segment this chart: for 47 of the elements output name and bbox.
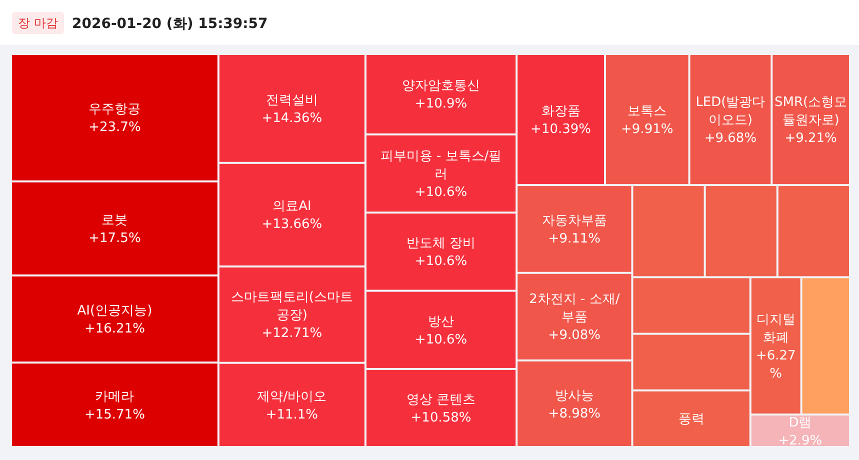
category-label: 제약/바이오	[257, 389, 327, 404]
category-label: 풍력	[678, 412, 704, 428]
data-label: +11.1%	[266, 407, 318, 422]
text: 장 마감	[18, 16, 58, 30]
data-label: +2.9%	[778, 433, 822, 448]
category-label: 보톡스	[628, 104, 667, 120]
category-label: 방사능	[554, 388, 594, 404]
data-label: +15.71%	[84, 407, 145, 422]
data-label: +10.6%	[414, 332, 468, 348]
category-label: 디지털화폐	[756, 312, 796, 346]
data-label: +23.7%	[88, 120, 141, 136]
data-label: +8.98%	[548, 406, 601, 422]
data-label: +10.6%	[414, 185, 468, 200]
category-label: 영상 콘텐츠	[406, 392, 476, 408]
category-label: 로봇	[102, 212, 128, 228]
data-label: +9.68%	[704, 131, 757, 146]
data-label: +10.6%	[414, 254, 468, 270]
category-label: 방산	[428, 314, 454, 330]
category-label: 반도체 장비	[406, 236, 476, 252]
category-label: 의료AI	[272, 199, 312, 214]
text: 2026-01-20 (화) 15:39:57	[72, 16, 268, 32]
data-label: +17.5%	[88, 230, 141, 246]
category-label: 스마트팩토리(스마트공장)	[230, 290, 353, 324]
data-label: +10.9%	[414, 96, 468, 112]
category-label: D램	[788, 415, 812, 430]
category-label: 양자암호통신	[402, 78, 480, 94]
category-label: AI(인공지능)	[77, 304, 152, 319]
data-label: +9.21%	[784, 131, 837, 146]
data-label: +6.27%	[756, 348, 796, 382]
category-label: 우주항공	[88, 102, 141, 118]
category-label: SMR(소형모듈원자로)	[774, 95, 848, 128]
category-label: 카메라	[95, 389, 134, 404]
data-label: +13.66%	[262, 217, 322, 232]
data-label: +9.11%	[548, 232, 601, 247]
data-label: +10.58%	[410, 410, 472, 426]
category-label: 2차전지 - 소재/부품	[529, 292, 620, 326]
data-label: +14.36%	[262, 110, 322, 126]
category-label: 자동차부품	[542, 214, 607, 229]
data-label: +16.21%	[84, 322, 145, 337]
data-label: +12.71%	[262, 326, 322, 342]
data-label: +10.39%	[530, 122, 592, 138]
category-label: 화장품	[541, 104, 580, 120]
category-label: LED(발광다이오드)	[696, 95, 766, 128]
data-label: +9.91%	[621, 122, 674, 138]
data-label: +9.08%	[548, 328, 601, 344]
category-label: 전력설비	[266, 92, 318, 108]
category-label: 피부미용 - 보톡스/필러	[380, 149, 502, 182]
